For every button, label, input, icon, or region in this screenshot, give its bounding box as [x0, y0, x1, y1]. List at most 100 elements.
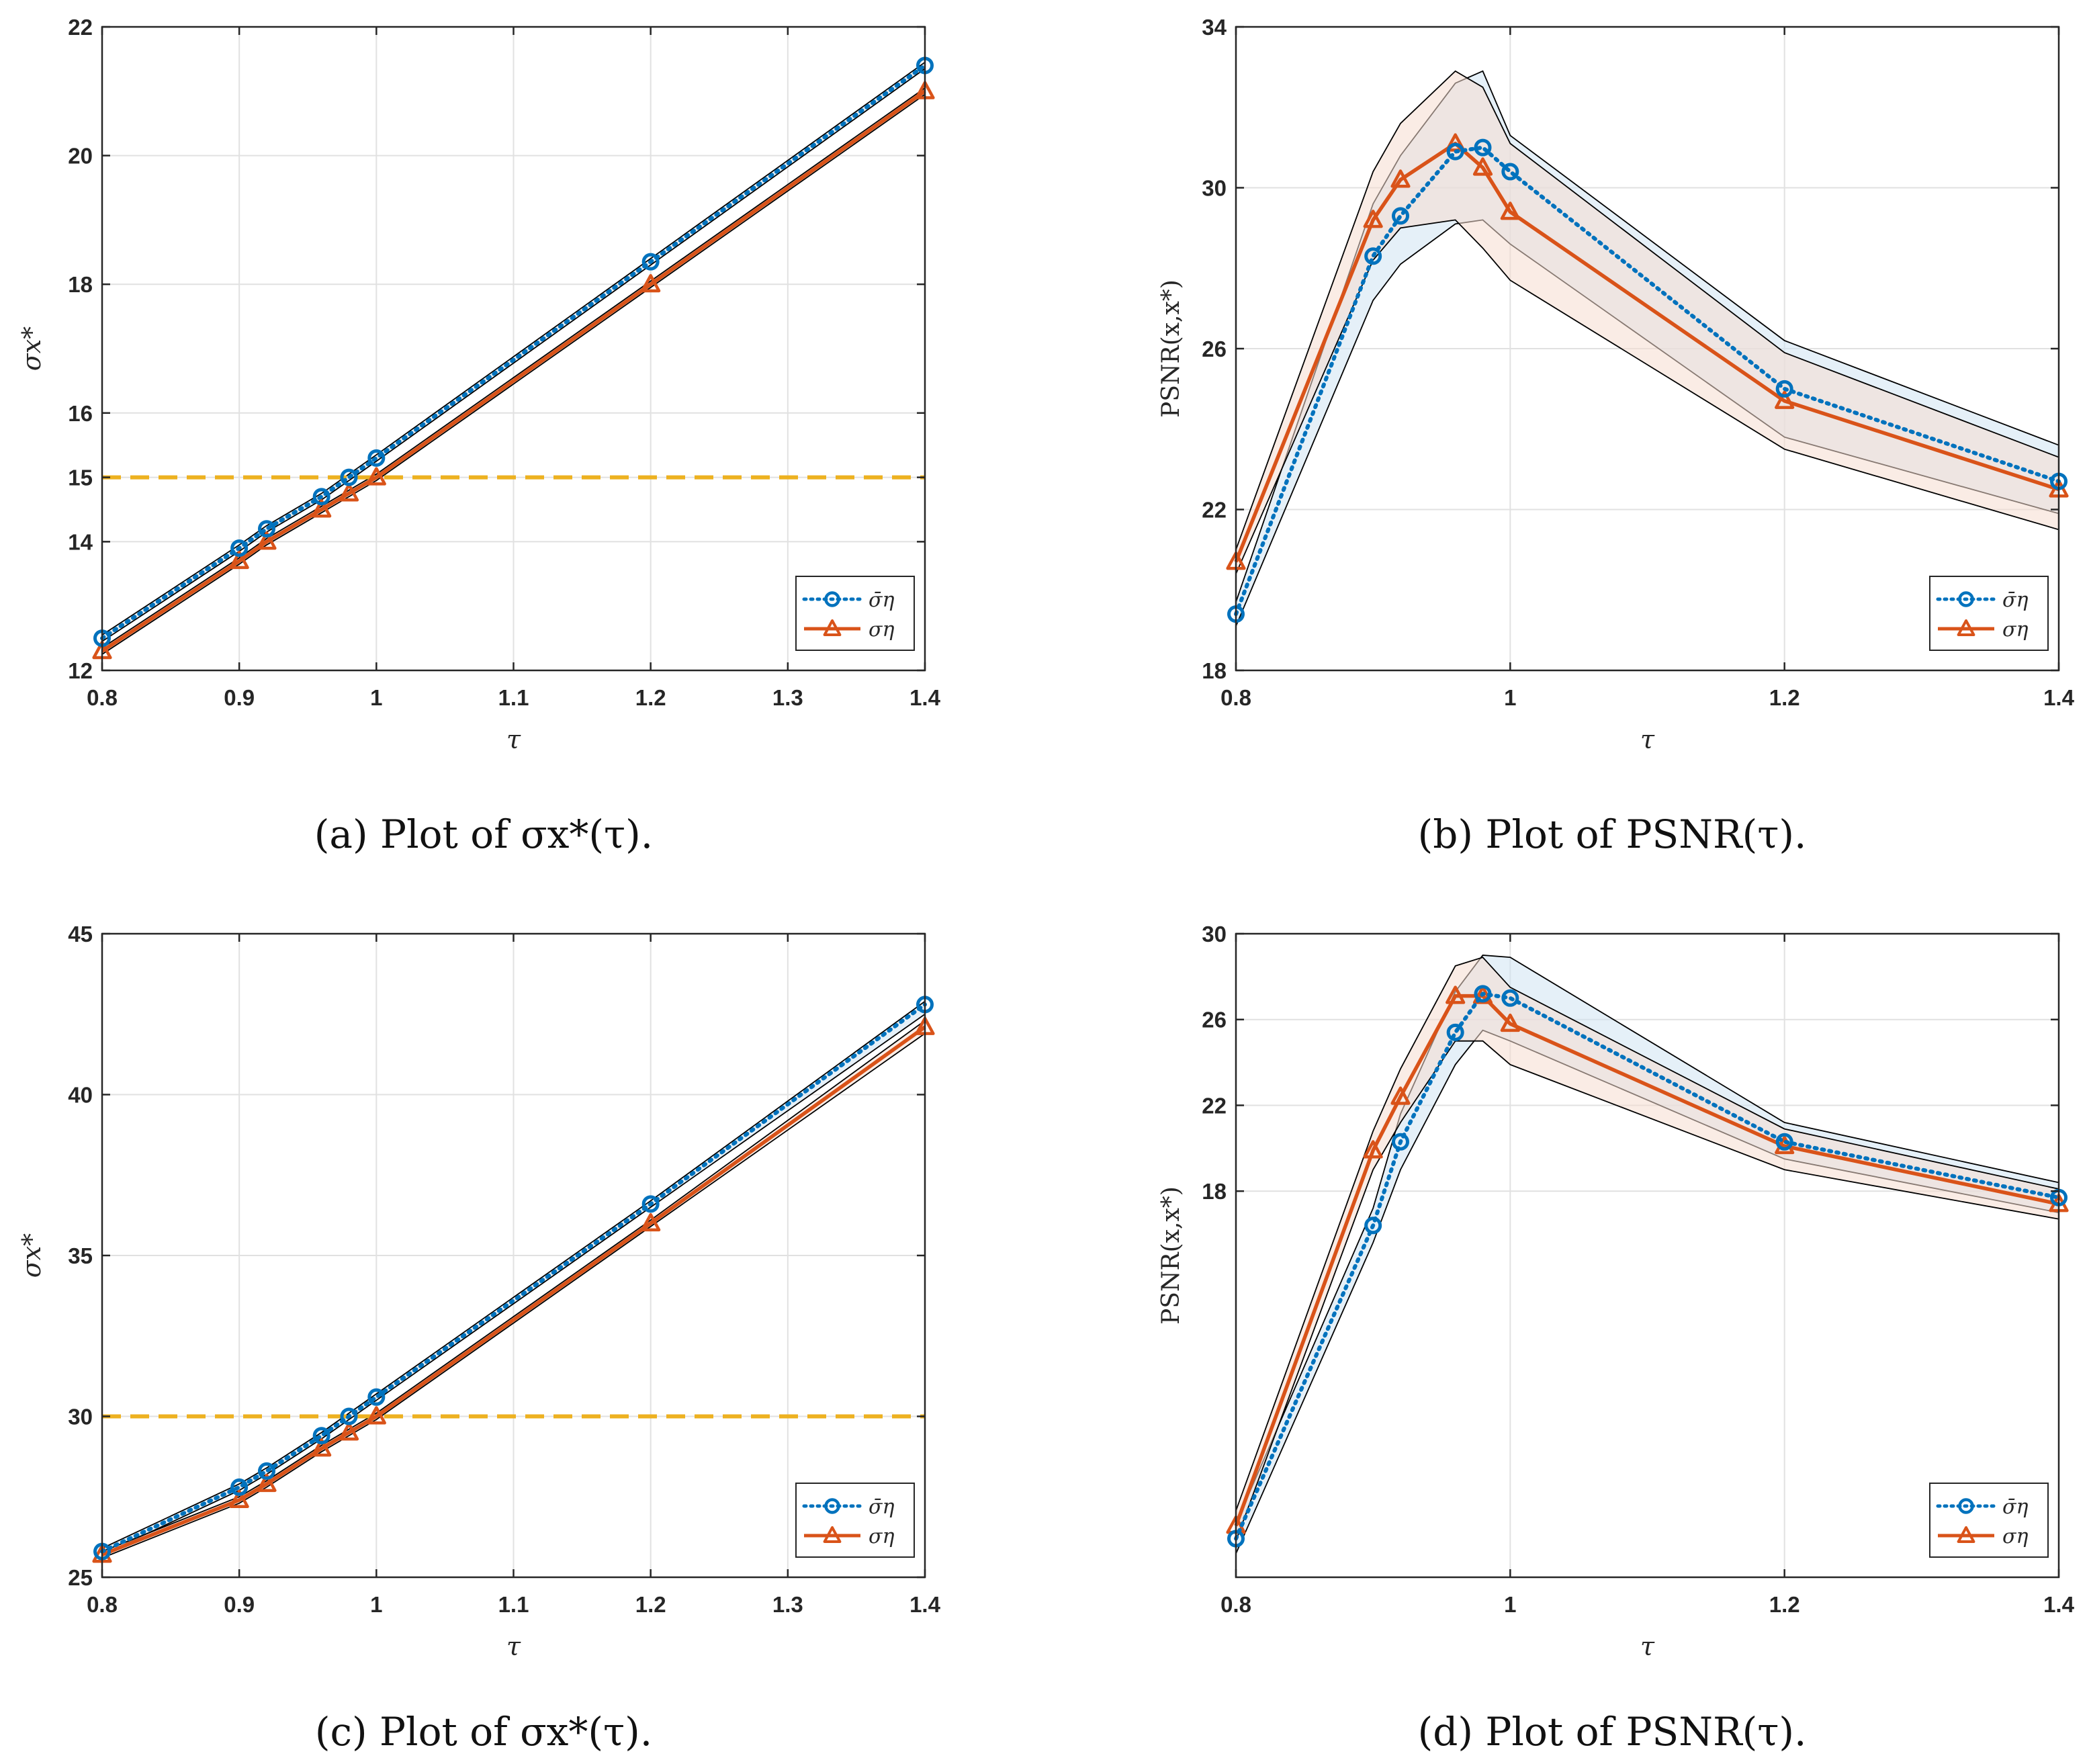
- legend: σ̄η ση: [795, 576, 915, 651]
- x-tick-label: 0.8: [1220, 1592, 1251, 1617]
- y-tick-label: 25: [68, 1565, 93, 1590]
- sigma-point: [229, 1489, 249, 1509]
- x-tick-label: 1: [1504, 1592, 1516, 1617]
- panel-d: 0.8 1 1.2 1.4 18 22 26 30 τ PSNR(x,x*) σ̄η ση (d) Pl…: [1157, 922, 2075, 1755]
- sigma-point: [229, 550, 249, 570]
- y-tick-label: 22: [1202, 1093, 1227, 1118]
- sigma-bar-line: [100, 1002, 927, 1554]
- legend-label-sigma: ση: [869, 618, 894, 642]
- x-tick-label: 0.8: [87, 1592, 118, 1617]
- panel-c: 0.8 0.9 1 1.1 1.2 1.3 1.4 25 30 35 40 45 τ σx* σ̄η ση (c…: [17, 922, 941, 1755]
- sigma-point: [339, 483, 359, 502]
- x-tick-label: 1: [370, 685, 382, 710]
- x-tick-label: 1.4: [909, 1592, 941, 1617]
- legend-label-sigma-bar: σ̄η: [2002, 1495, 2028, 1519]
- sigma-bar-point: [1446, 142, 1464, 161]
- x-tick-label: 0.9: [224, 685, 255, 710]
- legend-label-sigma: ση: [869, 1525, 894, 1548]
- sigma-bar-point: [258, 1462, 275, 1480]
- y-tick-label: 12: [68, 658, 93, 683]
- sigma-bar-line: [1234, 991, 2061, 1541]
- y-axis-label: PSNR(x,x*): [1157, 279, 1185, 418]
- sigma-bar-point: [1446, 1023, 1464, 1041]
- sigma-bar-point: [1474, 138, 1492, 157]
- y-tick-label: 30: [1202, 176, 1227, 201]
- sigma-point: [641, 1212, 661, 1232]
- x-axis-label: τ: [1640, 725, 1655, 754]
- y-tick-label: 40: [68, 1083, 93, 1108]
- y-tick-label: 14: [68, 529, 93, 554]
- legend-marker: [824, 591, 840, 607]
- sigma-bar-point: [230, 1478, 249, 1496]
- sigma-point: [1775, 1135, 1795, 1155]
- sigma-point: [1500, 202, 1520, 220]
- legend-box: [795, 1483, 915, 1558]
- sigma-point: [1446, 985, 1466, 1004]
- sigma-point: [339, 1422, 359, 1441]
- x-axis-label: τ: [1640, 1632, 1655, 1661]
- y-tick-label: 30: [1202, 922, 1227, 946]
- x-tick-label: 1.2: [1769, 685, 1800, 710]
- legend: σ̄η ση: [795, 1483, 915, 1558]
- sigma-point: [366, 467, 386, 486]
- y-tick-label: 18: [1202, 658, 1227, 683]
- y-tick-label: 22: [68, 15, 93, 40]
- x-tick-label: 1.2: [1769, 1592, 1800, 1617]
- sigma-point: [312, 1438, 332, 1457]
- sigma-bar-point: [641, 1195, 660, 1213]
- x-tick-label: 1.1: [498, 1592, 529, 1617]
- sigma-point: [641, 273, 661, 293]
- sigma-point: [366, 1406, 386, 1425]
- x-tick-label: 1.3: [772, 1592, 803, 1617]
- legend-marker: [823, 619, 842, 636]
- x-tick-label: 1.2: [635, 1592, 666, 1617]
- y-tick-label: 22: [1202, 498, 1227, 523]
- y-tick-label: 35: [68, 1243, 93, 1268]
- x-tick-label: 0.9: [224, 1592, 255, 1617]
- sigma-bar-point: [1775, 380, 1793, 398]
- sigma-bar-point: [367, 449, 386, 467]
- sigma-bar-point: [340, 468, 358, 486]
- x-tick-label: 1: [370, 1592, 382, 1617]
- sigma-bar-point: [258, 520, 275, 538]
- x-tick-label: 1.1: [498, 685, 529, 710]
- x-tick-label: 0.8: [87, 685, 118, 710]
- sigma-point: [1363, 210, 1383, 228]
- y-tick-label: 18: [68, 272, 93, 297]
- y-axis-label: PSNR(x,x*): [1157, 1186, 1185, 1325]
- sigma-bar-point: [340, 1407, 358, 1425]
- sigma-point: [1472, 157, 1493, 176]
- legend-box: [1929, 1483, 2049, 1558]
- legend-box: [1929, 576, 2049, 651]
- y-tick-label: 26: [1202, 1008, 1227, 1032]
- y-tick-label: 20: [68, 144, 93, 169]
- y-tick-label: 18: [1202, 1179, 1227, 1204]
- legend-marker: [1957, 619, 1975, 636]
- sigma-bar-point: [230, 539, 249, 557]
- y-tick-label: 34: [1202, 15, 1227, 40]
- x-tick-label: 1.4: [2043, 1592, 2075, 1617]
- x-tick-label: 0.8: [1220, 685, 1251, 710]
- sigma-point: [1390, 169, 1411, 188]
- sigma-bar-point: [1392, 1133, 1409, 1151]
- legend-marker: [823, 1526, 842, 1543]
- sigma-line: [1234, 141, 2059, 563]
- sigma-point: [257, 531, 277, 550]
- y-tick-label: 15: [68, 466, 93, 490]
- sigma-bar-point: [1501, 989, 1519, 1007]
- sigma-bar-point: [1775, 1133, 1793, 1151]
- legend-marker: [1958, 591, 1974, 607]
- caption: (b) Plot of PSNR(τ).: [1418, 811, 1807, 857]
- legend-box: [795, 576, 915, 651]
- sigma-point: [1500, 1013, 1520, 1032]
- panel-b: 0.8 1 1.2 1.4 18 22 26 30 34 τ PSNR(x,x*) σ̄η ση (b) …: [1157, 15, 2075, 857]
- y-axis-label: σx*: [17, 1233, 46, 1278]
- legend-label-sigma: ση: [2002, 1525, 2028, 1548]
- x-tick-label: 1.2: [635, 685, 666, 710]
- x-axis-label: τ: [506, 725, 521, 754]
- panel-a: 0.8 0.9 1 1.1 1.2 1.3 1.4 12 14 15 16 18 20 22 τ σx* σ̄η…: [17, 15, 941, 857]
- legend-label-sigma-bar: σ̄η: [2002, 588, 2028, 612]
- caption: (a) Plot of σx*(τ).: [314, 811, 653, 857]
- caption: (c) Plot of σx*(τ).: [315, 1709, 652, 1755]
